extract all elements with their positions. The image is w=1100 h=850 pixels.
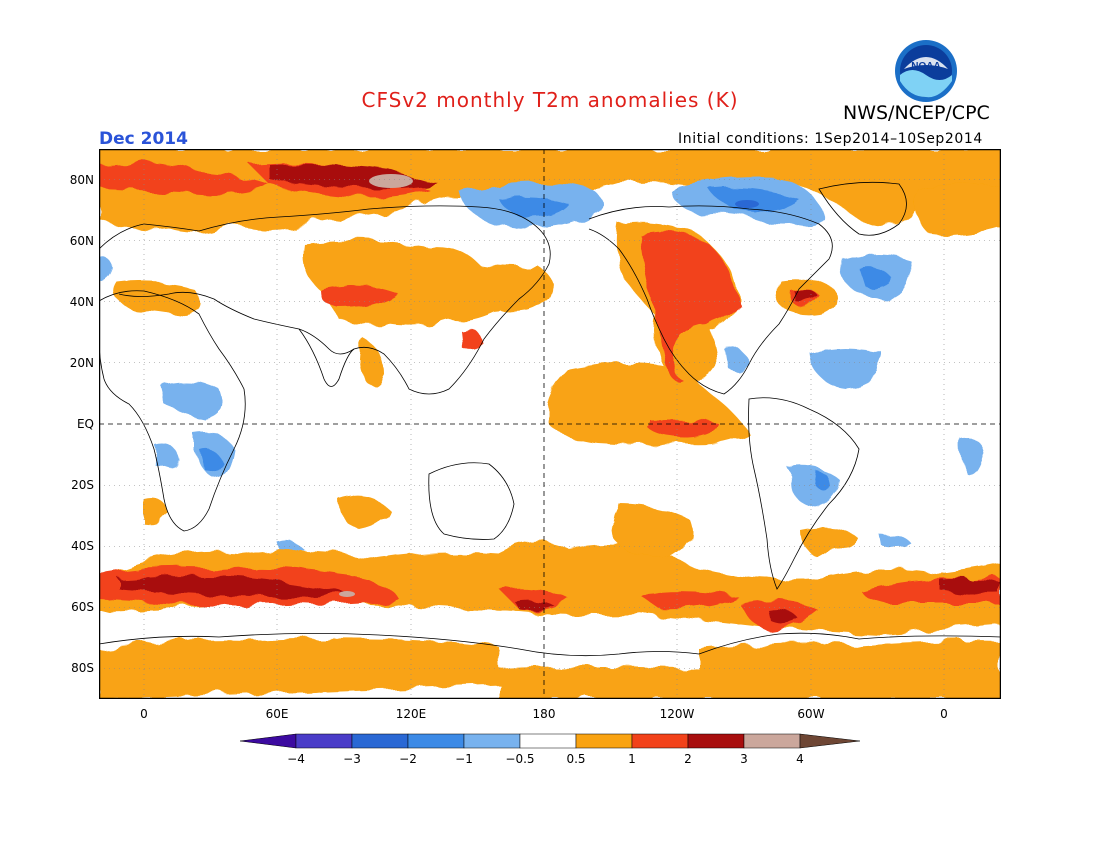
color-bar — [239, 733, 861, 749]
anomaly-map — [99, 149, 1001, 699]
lon-label-120w: 120W — [659, 707, 695, 721]
colorbar-label: −0.5 — [505, 752, 535, 766]
logo-text: NOAA — [911, 61, 940, 72]
lat-label-eq: EQ — [76, 417, 94, 431]
colorbar-label: −4 — [287, 752, 305, 766]
colorbar-label: 1 — [628, 752, 636, 766]
cold-anomaly-2-1 — [199, 187, 891, 491]
colorbar-label: −3 — [343, 752, 361, 766]
lat-label-60n: 60N — [69, 234, 94, 248]
coast-south-america — [748, 397, 860, 590]
lat-label-20n: 20N — [69, 356, 94, 370]
lon-label-180: 180 — [532, 707, 556, 721]
lon-label-120e: 120E — [395, 707, 427, 721]
agency-label: NWS/NCEP/CPC — [843, 102, 990, 124]
colorbar-arrow-low — [239, 733, 297, 749]
coast-africa — [99, 290, 246, 532]
equator-dateline — [99, 149, 1001, 699]
lat-label-80s: 80S — [71, 661, 94, 675]
coast-australia — [428, 462, 515, 540]
colorbar-label: 4 — [796, 752, 804, 766]
cold-anomaly-3-2 — [735, 200, 759, 208]
colorbar-arrow-high — [799, 733, 861, 749]
coast-india — [298, 328, 355, 387]
map-frame — [99, 149, 1001, 699]
lat-label-40n: 40N — [69, 295, 94, 309]
noaa-logo-icon: NOAA — [895, 40, 957, 102]
lat-label-20s: 20S — [71, 478, 94, 492]
initial-conditions-label: Initial conditions: 1Sep2014–10Sep2014 — [678, 131, 983, 147]
coast-eurasia — [99, 205, 551, 395]
colorbar-label: 2 — [684, 752, 692, 766]
lat-label-80n: 80N — [69, 173, 94, 187]
coast-antarctica — [99, 632, 1001, 657]
lon-label-60e: 60E — [265, 707, 289, 721]
coast-north-america — [588, 205, 833, 395]
lon-label-0-east: 0 — [940, 707, 948, 721]
colorbar-label: 3 — [740, 752, 748, 766]
colorbar-label: −1 — [455, 752, 473, 766]
coast-greenland — [818, 181, 907, 236]
lon-label-60w: 60W — [797, 707, 825, 721]
colorbar-label: 0.5 — [566, 752, 586, 766]
month-label: Dec 2014 — [99, 129, 188, 149]
map-title: CFSv2 monthly T2m anomalies (K) — [361, 88, 739, 112]
lon-label-0: 0 — [140, 707, 148, 721]
colorbar-label: −2 — [399, 752, 417, 766]
warm-anomaly-3-4 — [339, 174, 413, 597]
lat-label-60s: 60S — [71, 600, 94, 614]
lat-label-40s: 40S — [71, 539, 94, 553]
anomaly-fields — [99, 149, 1001, 699]
coastlines — [99, 181, 1001, 657]
